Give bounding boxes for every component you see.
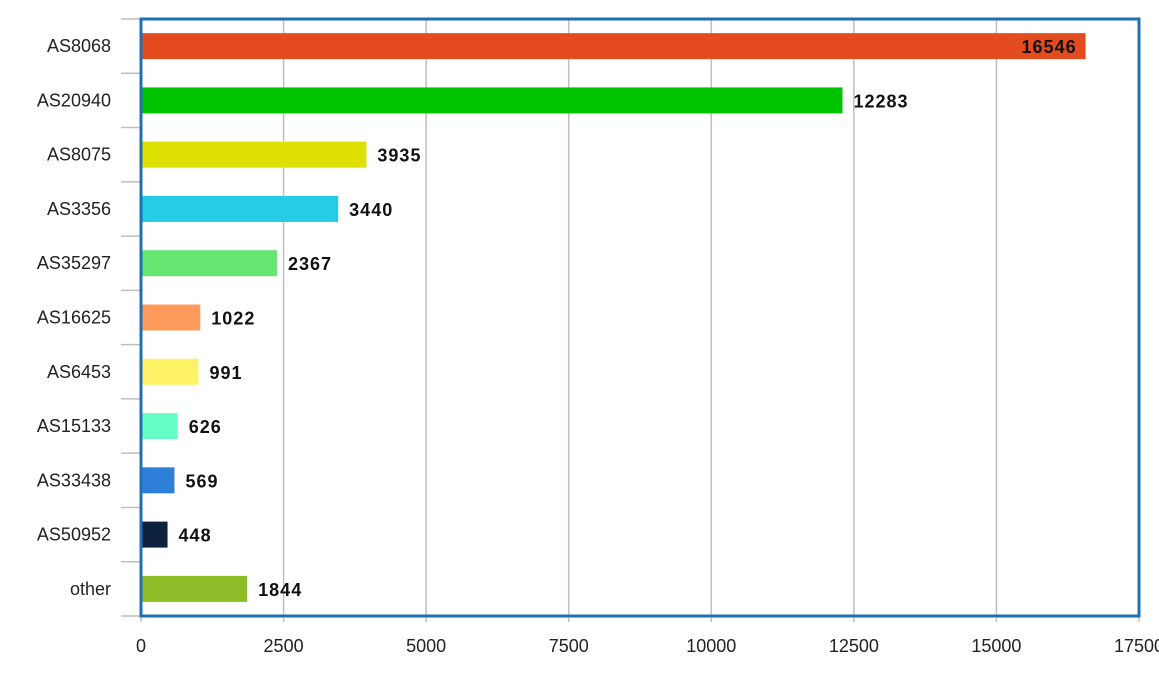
bar-AS8075	[142, 141, 367, 168]
category-label: AS20940	[37, 90, 111, 110]
bar-AS16625	[142, 304, 201, 331]
bar-AS50952	[142, 521, 168, 548]
category-label: AS50952	[37, 525, 111, 545]
category-label: AS6453	[47, 362, 111, 382]
x-tick-label: 15000	[971, 636, 1021, 656]
bar-AS3356	[142, 195, 339, 222]
value-label: 16546	[1022, 37, 1077, 57]
grid-layer	[121, 18, 1140, 622]
bar-AS20940	[142, 87, 843, 114]
x-tick-label: 5000	[406, 636, 446, 656]
bars-layer	[142, 33, 1086, 602]
value-label: 626	[189, 417, 222, 437]
category-label: AS3356	[47, 199, 111, 219]
x-tick-label: 7500	[549, 636, 589, 656]
x-tick-label: 17500	[1114, 636, 1159, 656]
value-label: 12283	[853, 91, 908, 111]
category-label: AS33438	[37, 470, 111, 490]
category-label: AS16625	[37, 308, 111, 328]
category-label: AS8075	[47, 145, 111, 165]
value-label: 991	[210, 363, 243, 383]
plot-frame	[139, 17, 1141, 618]
value-label: 569	[185, 471, 218, 491]
bar-other	[142, 575, 248, 602]
category-label: AS35297	[37, 253, 111, 273]
bar-AS33438	[142, 467, 175, 494]
category-label: AS8068	[47, 36, 111, 56]
x-tick-label: 10000	[686, 636, 736, 656]
category-label: AS15133	[37, 416, 111, 436]
x-tick-label: 2500	[264, 636, 304, 656]
value-label: 1844	[258, 580, 302, 600]
bar-AS35297	[142, 250, 277, 277]
bar-AS6453	[142, 358, 199, 385]
value-label: 2367	[288, 254, 332, 274]
value-label: 1022	[211, 309, 255, 329]
x-tick-label: 12500	[829, 636, 879, 656]
x-tick-label: 0	[136, 636, 146, 656]
value-label: 3440	[349, 200, 393, 220]
value-label: 448	[179, 526, 212, 546]
labels-layer: 0 2500 5000 7500 10000 12500 15000 17500 AS8068 1…	[37, 36, 1159, 656]
bar-AS15133	[142, 413, 178, 440]
category-label: other	[70, 579, 111, 599]
value-label: 3935	[377, 146, 421, 166]
bar-AS8068	[142, 33, 1086, 60]
